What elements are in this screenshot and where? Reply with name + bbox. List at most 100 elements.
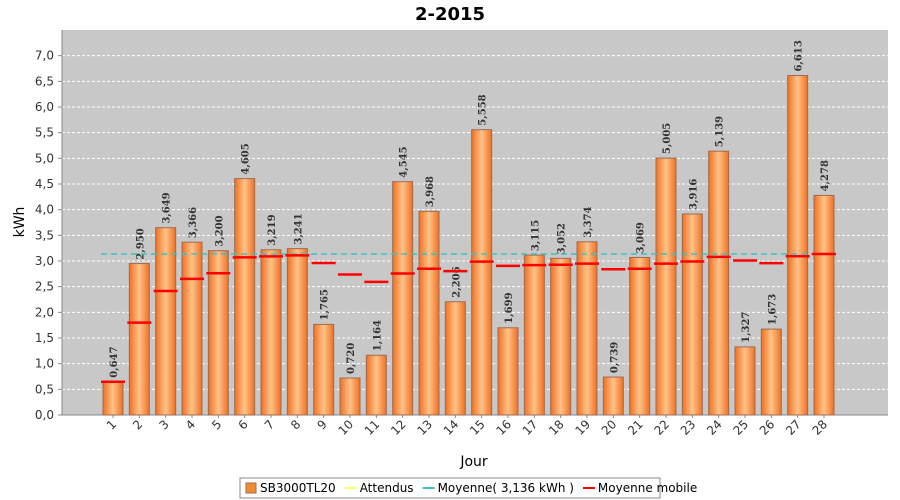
y-tick-label: 4,5: [35, 177, 54, 191]
x-tick-label: 14: [441, 417, 462, 438]
legend-label: Moyenne( 3,136 kWh ): [438, 481, 574, 495]
x-tick-label: 12: [388, 417, 409, 438]
value-label: 3,200: [214, 215, 225, 246]
bar: [313, 323, 335, 416]
x-tick-label: 19: [572, 417, 593, 438]
x-tick-label: 13: [414, 417, 435, 438]
value-label: 4,605: [241, 143, 252, 174]
value-label: 1,765: [320, 289, 331, 320]
x-tick-label: 9: [314, 417, 329, 432]
x-tick-label: 25: [730, 417, 751, 438]
bar: [497, 327, 519, 416]
x-tick-label: 21: [625, 417, 646, 438]
value-label: 5,558: [478, 94, 489, 125]
x-tick-label: 4: [183, 417, 198, 432]
value-label: 3,366: [188, 207, 199, 238]
x-axis-label: Jour: [459, 454, 488, 470]
bar: [734, 346, 756, 416]
value-label: 2,206: [451, 266, 462, 297]
value-label: 1,699: [504, 292, 515, 323]
value-label: 0,720: [346, 343, 357, 374]
bar: [471, 129, 493, 416]
y-tick-label: 7,0: [35, 49, 54, 63]
bar: [155, 227, 177, 416]
bar: [813, 194, 835, 416]
y-tick-label: 6,0: [35, 100, 54, 114]
x-tick-label: 8: [288, 417, 303, 432]
bar: [444, 301, 466, 416]
bar: [523, 254, 545, 416]
y-tick-label: 5,5: [35, 126, 54, 140]
value-label: 5,139: [715, 116, 726, 147]
bar: [681, 213, 703, 416]
x-tick-label: 27: [783, 417, 804, 438]
x-tick-label: 3: [156, 417, 171, 432]
bar: [602, 376, 624, 416]
x-tick-label: 5: [209, 417, 224, 432]
value-label: 1,164: [372, 320, 383, 351]
x-tick-label: 23: [678, 417, 699, 438]
bar: [629, 256, 651, 416]
value-label: 3,241: [293, 213, 304, 244]
x-tick-label: 26: [757, 417, 778, 438]
value-label: 3,069: [636, 222, 647, 253]
legend-label: Moyenne mobile: [598, 481, 697, 495]
x-tick-label: 16: [493, 417, 514, 438]
legend-label: Attendus: [360, 481, 414, 495]
bar: [181, 241, 203, 416]
value-label: 0,647: [109, 346, 120, 377]
y-tick-label: 3,5: [35, 228, 54, 242]
y-tick-label: 2,0: [35, 305, 54, 319]
value-label: 1,673: [767, 294, 778, 325]
bar: [234, 178, 256, 416]
value-label: 4,545: [399, 146, 410, 177]
x-tick-label: 6: [235, 417, 250, 432]
x-tick-label: 11: [362, 417, 383, 438]
value-label: 3,649: [162, 192, 173, 223]
x-tick-label: 7: [262, 417, 277, 432]
value-label: 1,327: [741, 312, 752, 343]
value-label: 0,739: [609, 342, 620, 373]
bar: [655, 157, 677, 416]
x-tick-label: 15: [467, 417, 488, 438]
y-axis-label: kWh: [12, 207, 28, 238]
y-tick-label: 0,5: [35, 382, 54, 396]
bar: [207, 250, 229, 416]
y-tick-label: 1,5: [35, 331, 54, 345]
legend-swatch: [245, 482, 257, 494]
value-label: 3,968: [425, 176, 436, 207]
value-label: 2,950: [135, 228, 146, 259]
x-tick-label: 22: [651, 417, 672, 438]
value-label: 4,278: [820, 160, 831, 191]
bar: [339, 377, 361, 416]
x-tick-label: 17: [520, 417, 541, 438]
y-tick-label: 4,0: [35, 203, 54, 217]
y-tick-label: 2,5: [35, 280, 54, 294]
bar: [576, 241, 598, 416]
x-tick-label: 28: [809, 417, 830, 438]
x-tick-label: 18: [546, 417, 567, 438]
value-label: 3,052: [557, 223, 568, 254]
legend-label: SB3000TL20: [260, 481, 336, 495]
value-label: 3,916: [688, 179, 699, 210]
y-tick-label: 3,0: [35, 254, 54, 268]
bar: [550, 257, 572, 416]
bar: [708, 150, 730, 416]
y-tick-label: 1,0: [35, 357, 54, 371]
value-label: 3,115: [530, 220, 541, 251]
value-label: 5,005: [662, 123, 673, 154]
value-label: 3,374: [583, 206, 594, 237]
y-tick-label: 5,0: [35, 151, 54, 165]
x-tick-label: 1: [104, 417, 119, 432]
bar: [286, 248, 308, 416]
x-tick-label: 10: [335, 417, 356, 438]
bar: [760, 328, 782, 416]
value-label: 3,219: [267, 214, 278, 245]
bar: [128, 263, 150, 416]
bar: [787, 75, 809, 416]
x-tick-label: 2: [130, 417, 145, 432]
x-tick-label: 24: [704, 417, 725, 438]
x-tick-label: 20: [599, 417, 620, 438]
value-label: 6,613: [794, 40, 805, 71]
